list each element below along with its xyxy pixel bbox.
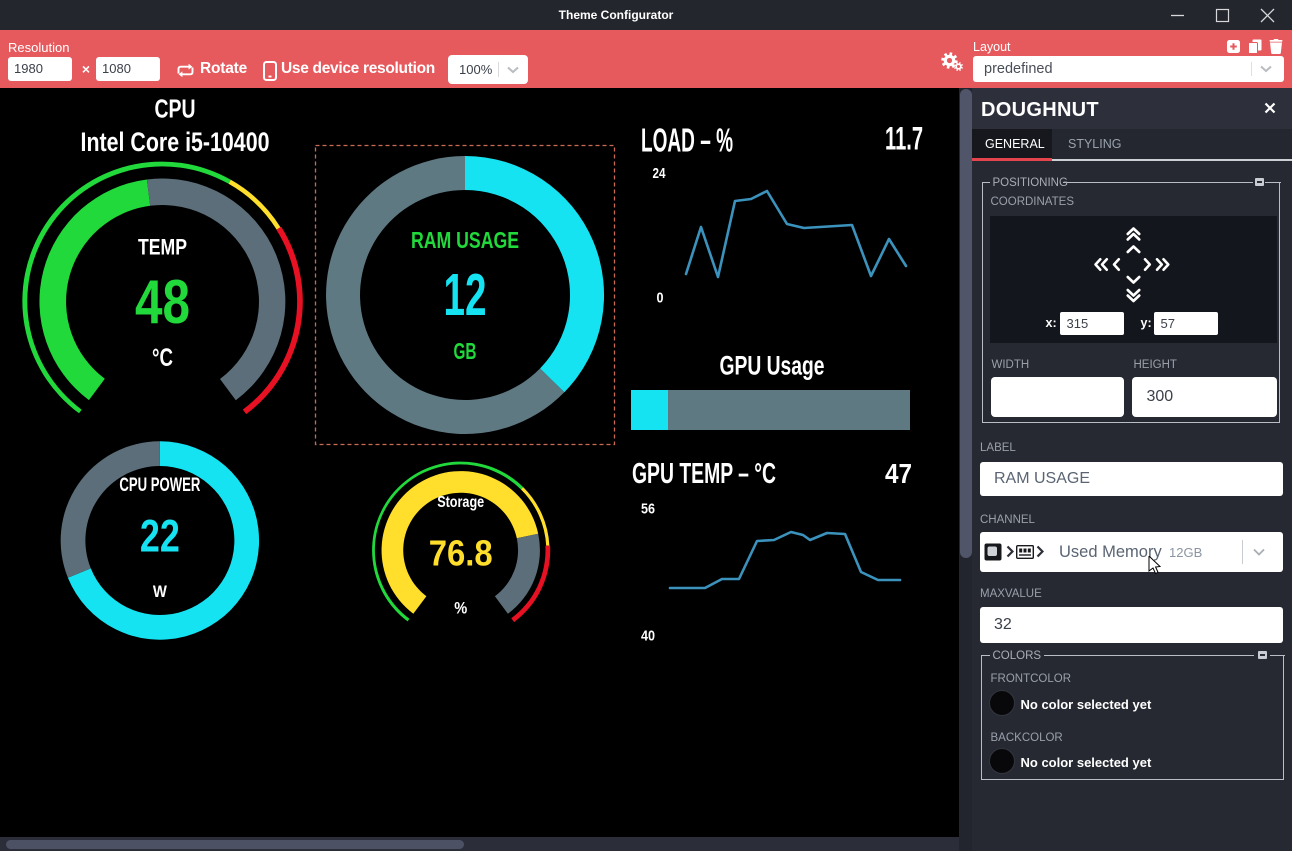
svg-text:12: 12 [444, 262, 487, 328]
svg-text:GB: GB [454, 338, 477, 364]
svg-text:CPU POWER: CPU POWER [119, 475, 200, 496]
svg-text:LOAD – %: LOAD – % [641, 122, 733, 159]
svg-text:47: 47 [885, 458, 912, 489]
svg-text:GPU Usage: GPU Usage [720, 351, 825, 381]
svg-text:11.7: 11.7 [885, 121, 923, 157]
svg-text:22: 22 [140, 511, 180, 562]
svg-text:76.8: 76.8 [429, 533, 493, 574]
svg-text:%: % [454, 599, 467, 618]
svg-text:W: W [153, 582, 168, 601]
svg-text:°C: °C [152, 344, 173, 372]
svg-text:Storage: Storage [437, 494, 484, 511]
svg-text:RAM USAGE: RAM USAGE [411, 227, 519, 253]
svg-text:40: 40 [641, 628, 655, 645]
svg-text:56: 56 [641, 501, 655, 518]
svg-text:GPU TEMP – °C: GPU TEMP – °C [632, 458, 776, 490]
svg-text:TEMP: TEMP [138, 235, 187, 260]
svg-text:24: 24 [653, 165, 667, 182]
svg-text:0: 0 [657, 290, 664, 307]
svg-text:CPU: CPU [155, 94, 196, 124]
svg-text:48: 48 [135, 268, 190, 337]
svg-text:Intel Core i5-10400: Intel Core i5-10400 [81, 127, 270, 157]
